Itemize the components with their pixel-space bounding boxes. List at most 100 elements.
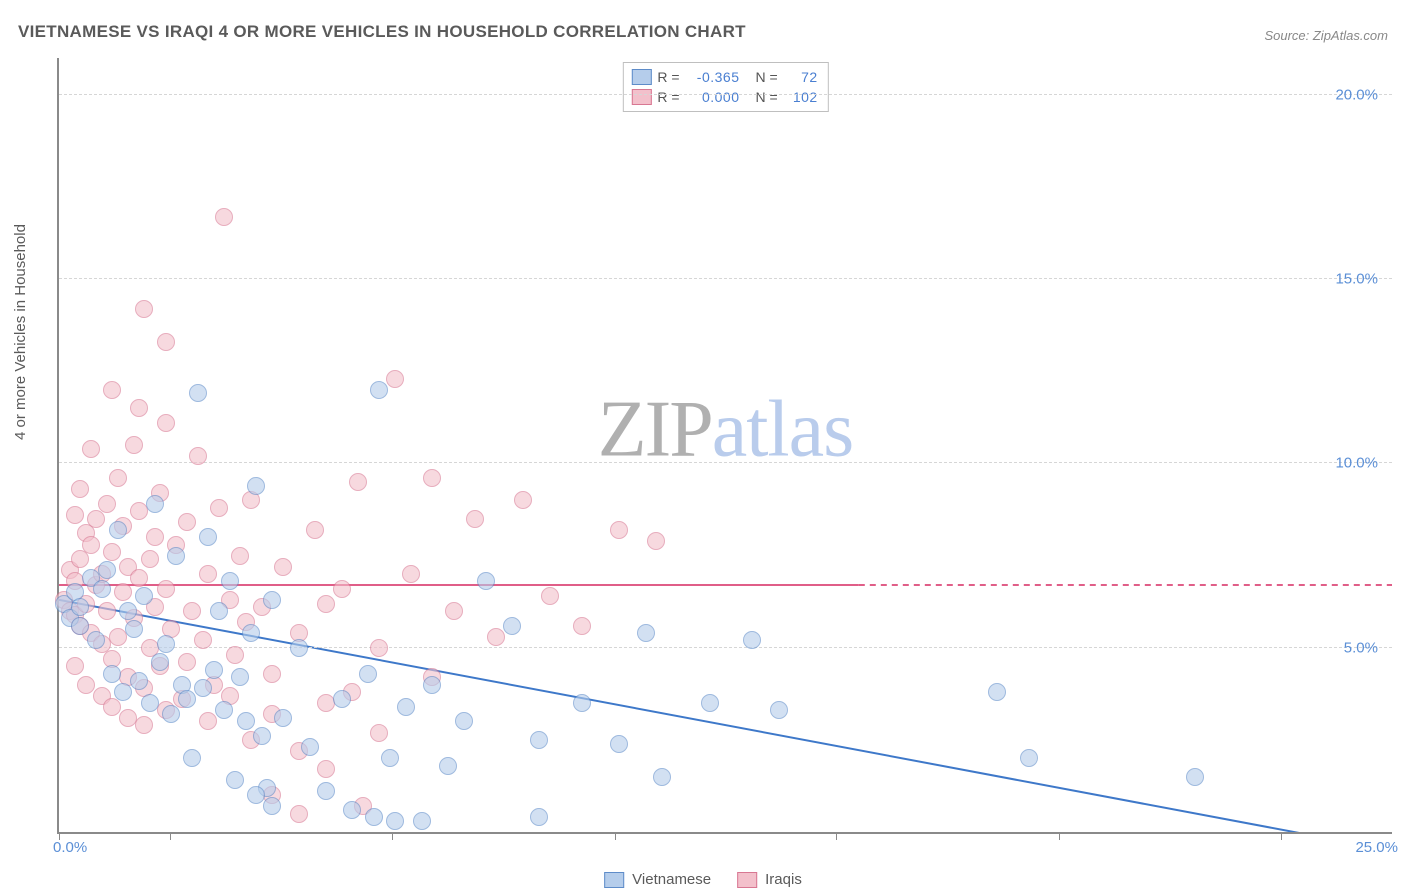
data-point-vietnamese: [205, 661, 223, 679]
data-point-iraqis: [77, 676, 95, 694]
data-point-iraqis: [82, 440, 100, 458]
data-point-iraqis: [487, 628, 505, 646]
x-tick: [392, 832, 393, 840]
data-point-vietnamese: [135, 587, 153, 605]
watermark-atlas: atlas: [712, 385, 854, 473]
data-point-vietnamese: [1020, 749, 1038, 767]
y-axis-label: 4 or more Vehicles in Household: [12, 224, 29, 440]
data-point-vietnamese: [103, 665, 121, 683]
data-point-iraqis: [135, 716, 153, 734]
data-point-iraqis: [178, 653, 196, 671]
x-axis-origin-label: 0.0%: [53, 839, 87, 856]
data-point-vietnamese: [253, 727, 271, 745]
data-point-vietnamese: [274, 709, 292, 727]
data-point-vietnamese: [130, 672, 148, 690]
x-axis-end-label: 25.0%: [1355, 839, 1398, 856]
data-point-iraqis: [333, 580, 351, 598]
data-point-vietnamese: [701, 694, 719, 712]
data-point-iraqis: [317, 760, 335, 778]
stats-row-iraqis: R = 0.000 N = 102: [631, 87, 817, 107]
y-tick-label: 20.0%: [1335, 86, 1378, 103]
data-point-iraqis: [103, 381, 121, 399]
data-point-vietnamese: [365, 808, 383, 826]
data-point-vietnamese: [194, 679, 212, 697]
swatch-vietnamese: [631, 69, 651, 85]
data-point-iraqis: [103, 543, 121, 561]
data-point-vietnamese: [610, 735, 628, 753]
watermark: ZIPatlas: [598, 384, 854, 475]
legend-label-iraqis: Iraqis: [765, 871, 802, 888]
data-point-vietnamese: [343, 801, 361, 819]
data-point-vietnamese: [653, 768, 671, 786]
y-tick-label: 10.0%: [1335, 455, 1378, 472]
stats-n-label: N =: [756, 67, 778, 87]
data-point-iraqis: [349, 473, 367, 491]
data-point-vietnamese: [71, 598, 89, 616]
data-point-iraqis: [210, 499, 228, 517]
data-point-vietnamese: [263, 591, 281, 609]
data-point-vietnamese: [215, 701, 233, 719]
data-point-iraqis: [183, 602, 201, 620]
data-point-iraqis: [199, 712, 217, 730]
data-point-vietnamese: [146, 495, 164, 513]
data-point-vietnamese: [199, 528, 217, 546]
data-point-vietnamese: [162, 705, 180, 723]
data-point-iraqis: [130, 569, 148, 587]
y-gridline: [59, 94, 1392, 95]
data-point-vietnamese: [125, 620, 143, 638]
data-point-iraqis: [103, 698, 121, 716]
watermark-zip: ZIP: [598, 385, 712, 473]
source-attribution: Source: ZipAtlas.com: [1264, 28, 1388, 43]
x-tick: [1059, 832, 1060, 840]
stats-row-vietnamese: R = -0.365 N = 72: [631, 67, 817, 87]
data-point-vietnamese: [359, 665, 377, 683]
data-point-vietnamese: [231, 668, 249, 686]
data-point-vietnamese: [247, 477, 265, 495]
data-point-vietnamese: [333, 690, 351, 708]
data-point-iraqis: [98, 602, 116, 620]
y-gridline: [59, 278, 1392, 279]
data-point-vietnamese: [1186, 768, 1204, 786]
data-point-vietnamese: [413, 812, 431, 830]
data-point-vietnamese: [301, 738, 319, 756]
data-point-iraqis: [445, 602, 463, 620]
data-point-vietnamese: [237, 712, 255, 730]
data-point-iraqis: [194, 631, 212, 649]
data-point-iraqis: [66, 506, 84, 524]
data-point-vietnamese: [151, 653, 169, 671]
x-tick: [170, 832, 171, 840]
stats-n-label: N =: [756, 87, 778, 107]
data-point-iraqis: [71, 550, 89, 568]
data-point-vietnamese: [770, 701, 788, 719]
data-point-iraqis: [370, 639, 388, 657]
data-point-vietnamese: [167, 547, 185, 565]
data-point-iraqis: [98, 495, 116, 513]
data-point-iraqis: [157, 333, 175, 351]
data-point-iraqis: [135, 300, 153, 318]
legend-swatch-iraqis: [737, 872, 757, 888]
data-point-vietnamese: [141, 694, 159, 712]
stats-r-label: R =: [657, 67, 679, 87]
data-point-vietnamese: [455, 712, 473, 730]
stats-r-label: R =: [657, 87, 679, 107]
chart-title: VIETNAMESE VS IRAQI 4 OR MORE VEHICLES I…: [18, 22, 746, 42]
data-point-vietnamese: [183, 749, 201, 767]
data-point-vietnamese: [530, 731, 548, 749]
data-point-iraqis: [226, 646, 244, 664]
y-tick-label: 5.0%: [1344, 639, 1378, 656]
data-point-vietnamese: [119, 602, 137, 620]
legend-item-vietnamese: Vietnamese: [604, 871, 711, 888]
data-point-iraqis: [386, 370, 404, 388]
data-point-vietnamese: [530, 808, 548, 826]
data-point-vietnamese: [210, 602, 228, 620]
data-point-vietnamese: [263, 797, 281, 815]
data-point-iraqis: [82, 536, 100, 554]
data-point-iraqis: [647, 532, 665, 550]
data-point-vietnamese: [242, 624, 260, 642]
data-point-vietnamese: [247, 786, 265, 804]
data-point-iraqis: [263, 665, 281, 683]
data-point-vietnamese: [573, 694, 591, 712]
data-point-iraqis: [71, 480, 89, 498]
data-point-iraqis: [215, 208, 233, 226]
data-point-vietnamese: [423, 676, 441, 694]
